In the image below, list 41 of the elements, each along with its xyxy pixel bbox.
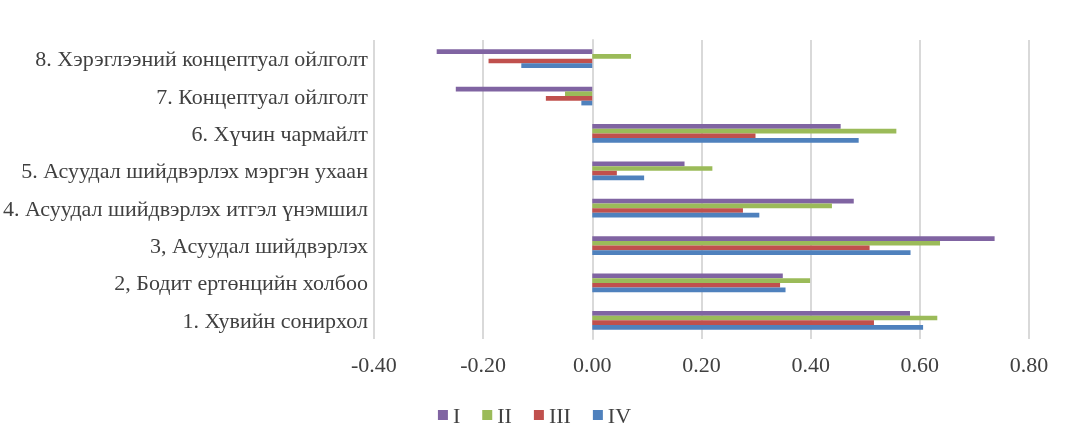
bar [521, 63, 593, 69]
bar [592, 166, 713, 171]
bar [592, 54, 632, 59]
x-tick-label: 0.00 [573, 351, 612, 377]
bar [592, 236, 995, 241]
bar [592, 175, 645, 181]
x-tick-label: -0.20 [460, 351, 507, 377]
bar [592, 138, 859, 143]
y-tick-label: 3, Асуудал шийдвэрлэх [150, 233, 368, 259]
bar [592, 278, 811, 283]
legend-label: I [452, 402, 461, 428]
y-tick-label: 2, Бодит ертөнцийн холбоо [114, 270, 368, 296]
bar [592, 212, 760, 218]
bar [592, 161, 685, 167]
bar [592, 320, 874, 325]
bar [545, 96, 593, 101]
y-tick-label: 1. Хувийн сонирхол [182, 307, 368, 333]
x-tick-label: -0.40 [351, 351, 397, 377]
bar [592, 124, 841, 129]
x-tick-label: 0.60 [900, 351, 940, 377]
legend-label: IV [607, 402, 632, 428]
y-tick-label: 6. Хүчин чармайлт [191, 120, 369, 146]
bar [592, 310, 910, 316]
y-tick-label: 8. Хэрэглээний концептуал ойлголт [35, 46, 369, 72]
bar [592, 208, 743, 213]
x-tick-label: 0.80 [1009, 351, 1049, 377]
x-tick-label: 0.20 [682, 351, 721, 377]
x-tick-label: 0.40 [791, 351, 830, 377]
bar [592, 240, 941, 246]
y-tick-label: 5. Асуудал шийдвэрлэх мэргэн ухаан [21, 158, 369, 184]
bar [592, 250, 911, 255]
bar [592, 282, 781, 288]
y-tick-label: 7. Концептуал ойлголт [156, 83, 369, 109]
bar [564, 91, 593, 97]
bar [592, 133, 756, 139]
legend-label: III [548, 402, 571, 428]
legend-label: II [497, 402, 512, 428]
bar [592, 198, 854, 204]
bar [592, 324, 924, 330]
bar [436, 49, 593, 55]
y-tick-label: 4. Асуудал шийдвэрлэх итгэл үнэмшил [2, 195, 368, 221]
